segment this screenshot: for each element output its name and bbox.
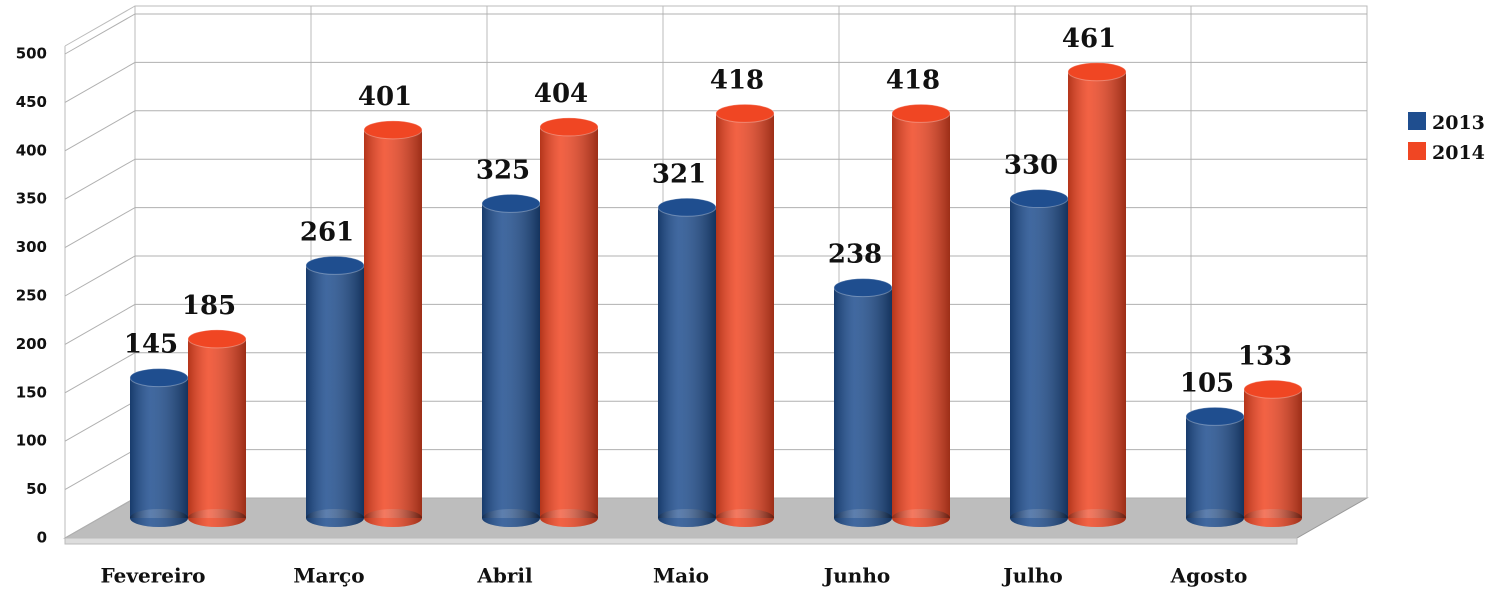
value-label: 325: [476, 155, 530, 185]
bar-bottom-shade: [188, 509, 246, 527]
bar-shade: [540, 126, 598, 518]
y-tick-label: 500: [16, 45, 47, 63]
bar-top: [539, 117, 599, 137]
side-edge: [64, 5, 136, 47]
bar-shade: [892, 113, 950, 518]
legend-label: 2014: [1432, 142, 1485, 164]
bar-bottom-shade: [1068, 509, 1126, 527]
bar-top: [187, 329, 247, 349]
bar-shade: [716, 113, 774, 518]
bar-bottom-shade: [716, 509, 774, 527]
bar-shade: [1010, 198, 1068, 518]
bar-bottom-shade: [1244, 509, 1302, 527]
x-tick-label: Maio: [653, 564, 709, 588]
value-label: 404: [534, 79, 588, 109]
bar-top: [891, 103, 951, 123]
bar-bottom-shade: [892, 509, 950, 527]
x-tick-label: Julho: [1001, 564, 1062, 588]
legend-label: 2013: [1432, 112, 1485, 134]
value-label: 145: [124, 330, 178, 360]
y-tick-label: 50: [26, 480, 47, 498]
bar-top: [833, 278, 893, 298]
bar-bottom-shade: [658, 509, 716, 527]
bar-shade: [130, 377, 188, 518]
bar-bottom-shade: [834, 509, 892, 527]
bar-bottom-shade: [306, 509, 364, 527]
bar-top: [305, 255, 365, 275]
x-tick-label: Abril: [476, 564, 533, 588]
bar-bottom-shade: [1010, 509, 1068, 527]
y-tick-label: 100: [16, 432, 47, 450]
floor-edge: [64, 537, 1298, 545]
bar-shade: [834, 287, 892, 518]
y-tick-label: 250: [16, 287, 47, 305]
grid-line: [64, 110, 1367, 152]
x-tick-label: Março: [293, 564, 364, 588]
y-tick-label: 150: [16, 383, 47, 401]
y-tick-label: 200: [16, 335, 47, 353]
bar-bottom-shade: [482, 509, 540, 527]
value-label: 238: [828, 240, 882, 270]
bar-shade: [658, 207, 716, 518]
bar-shade: [1186, 416, 1244, 518]
bar-bottom-shade: [1186, 509, 1244, 527]
grid-line: [64, 352, 1367, 394]
value-label: 185: [182, 291, 236, 321]
y-tick-label: 450: [16, 93, 47, 111]
value-label: 401: [358, 82, 412, 112]
bar-bottom-shade: [130, 509, 188, 527]
bar-top: [657, 197, 717, 217]
value-label: 461: [1062, 24, 1116, 54]
value-label: 261: [300, 217, 354, 247]
grid-line: [64, 303, 1367, 345]
grid-line: [64, 61, 1367, 103]
bar-top: [1243, 379, 1303, 399]
grid-line: [64, 158, 1367, 200]
value-label: 418: [886, 65, 940, 95]
legend-swatch: [1408, 142, 1426, 160]
y-tick-label: 350: [16, 190, 47, 208]
value-label: 418: [710, 65, 764, 95]
bar-shade: [482, 203, 540, 518]
bar-top: [715, 103, 775, 123]
y-tick-label: 400: [16, 141, 47, 159]
bar-shade: [188, 338, 246, 518]
value-label: 105: [1180, 368, 1234, 398]
bar-top: [129, 368, 189, 388]
bar-shade: [306, 265, 364, 518]
value-label: 133: [1238, 341, 1292, 371]
value-label: 330: [1004, 151, 1058, 181]
bar-shade: [1244, 389, 1302, 518]
bar-top: [481, 193, 541, 213]
grid-line: [64, 207, 1367, 249]
grid-line: [64, 255, 1367, 297]
bar-top: [363, 120, 423, 140]
bar-bottom-shade: [540, 509, 598, 527]
bar-top: [1185, 406, 1245, 426]
bar-shade: [1068, 71, 1126, 518]
bar-bottom-shade: [364, 509, 422, 527]
grid-line: [64, 13, 1367, 55]
bar-top: [1067, 62, 1127, 82]
x-tick-label: Fevereiro: [101, 564, 206, 588]
legend-swatch: [1408, 112, 1426, 130]
value-label: 321: [652, 159, 706, 189]
y-tick-label: 0: [37, 529, 47, 547]
x-tick-label: Agosto: [1170, 564, 1248, 588]
bar-shade: [364, 129, 422, 518]
x-tick-label: Junho: [822, 564, 890, 588]
y-tick-label: 300: [16, 238, 47, 256]
bar-top: [1009, 189, 1069, 209]
